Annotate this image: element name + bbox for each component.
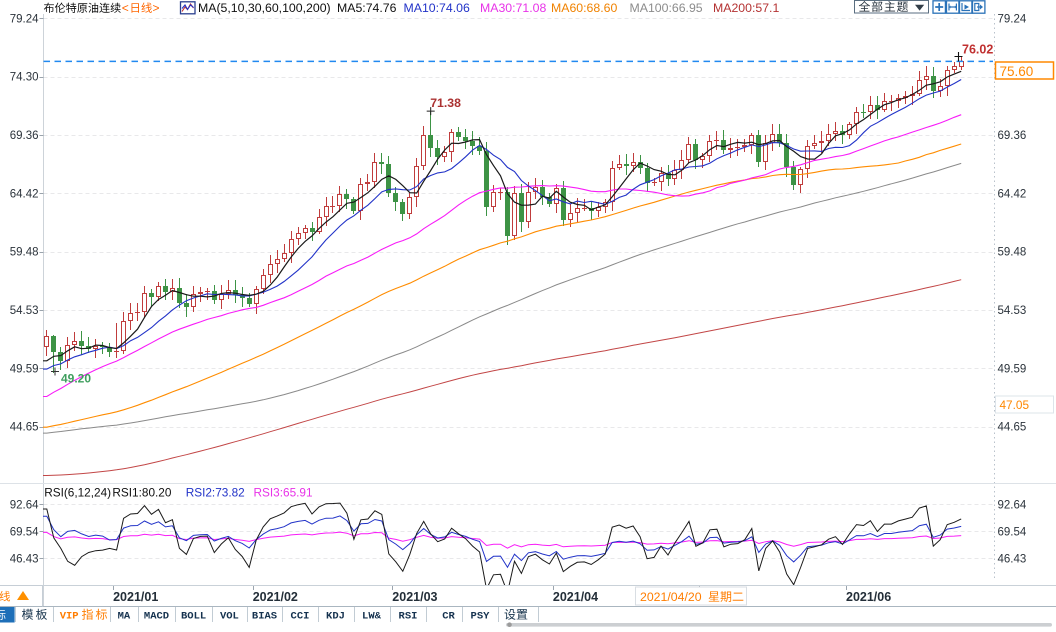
svg-text:69.54: 69.54 — [998, 526, 1027, 538]
svg-text:59.48: 59.48 — [10, 247, 39, 259]
svg-text:2021/04/20: 2021/04/20 — [640, 590, 702, 604]
svg-text:64.42: 64.42 — [10, 188, 39, 200]
svg-text:VOL: VOL — [220, 611, 239, 623]
svg-text:49.59: 49.59 — [998, 363, 1027, 375]
svg-text:VIP: VIP — [60, 611, 79, 623]
svg-text:79.24: 79.24 — [10, 13, 39, 25]
svg-text:2021/01: 2021/01 — [113, 590, 158, 604]
svg-text:59.48: 59.48 — [998, 247, 1027, 259]
svg-text:69.36: 69.36 — [10, 130, 39, 142]
svg-text:92.64: 92.64 — [10, 499, 39, 511]
svg-text:MACD: MACD — [144, 611, 169, 623]
svg-text:MA5:74.76: MA5:74.76 — [337, 1, 397, 15]
svg-text:69.36: 69.36 — [998, 130, 1027, 142]
svg-text:>: > — [153, 1, 160, 15]
svg-text:BOLL: BOLL — [181, 611, 206, 623]
svg-text:MA10:74.06: MA10:74.06 — [404, 1, 470, 15]
svg-text:KDJ: KDJ — [326, 611, 345, 623]
svg-text:44.65: 44.65 — [10, 422, 39, 434]
svg-text:MA30:71.08: MA30:71.08 — [480, 1, 546, 15]
svg-text:MA100:66.95: MA100:66.95 — [630, 1, 703, 15]
svg-text:49.20: 49.20 — [61, 372, 91, 386]
svg-text:2021/03: 2021/03 — [392, 590, 437, 604]
svg-text:BIAS: BIAS — [252, 611, 277, 623]
svg-text:71.38: 71.38 — [430, 96, 461, 110]
svg-text:RSI3:65.91: RSI3:65.91 — [254, 486, 313, 500]
svg-text:92.64: 92.64 — [998, 499, 1027, 511]
svg-text:MA60:68.60: MA60:68.60 — [551, 1, 617, 15]
svg-text:RSI(6,12,24): RSI(6,12,24) — [44, 486, 111, 500]
svg-text:PSY: PSY — [471, 611, 491, 623]
svg-text:46.43: 46.43 — [998, 553, 1027, 565]
svg-text:RSI2:73.82: RSI2:73.82 — [186, 486, 245, 500]
svg-text:75.60: 75.60 — [1000, 64, 1034, 79]
svg-text:MA: MA — [118, 611, 131, 623]
svg-text:MA200:57.1: MA200:57.1 — [713, 1, 779, 15]
svg-text:79.24: 79.24 — [998, 13, 1027, 25]
svg-text:47.05: 47.05 — [1000, 398, 1030, 412]
svg-text:RSI1:80.20: RSI1:80.20 — [112, 486, 171, 500]
svg-text:RSI: RSI — [399, 611, 418, 623]
svg-text:LW&: LW& — [362, 611, 382, 623]
svg-text:CCI: CCI — [291, 611, 310, 623]
svg-text:CR: CR — [442, 611, 455, 623]
svg-text:69.54: 69.54 — [10, 526, 39, 538]
svg-text:46.43: 46.43 — [10, 553, 39, 565]
svg-text:<: < — [122, 1, 129, 15]
svg-text:MA(5,10,30,60,100,200): MA(5,10,30,60,100,200) — [198, 1, 331, 15]
svg-text:74.30: 74.30 — [10, 72, 39, 84]
svg-text:2021/06: 2021/06 — [846, 590, 891, 604]
svg-text:49.59: 49.59 — [10, 363, 39, 375]
svg-text:54.53: 54.53 — [10, 305, 39, 317]
svg-text:2021/02: 2021/02 — [253, 590, 298, 604]
svg-text:44.65: 44.65 — [998, 422, 1027, 434]
svg-text:2021/04: 2021/04 — [553, 590, 598, 604]
svg-text:54.53: 54.53 — [998, 305, 1027, 317]
svg-text:76.02: 76.02 — [962, 43, 993, 57]
svg-text:64.42: 64.42 — [998, 188, 1027, 200]
